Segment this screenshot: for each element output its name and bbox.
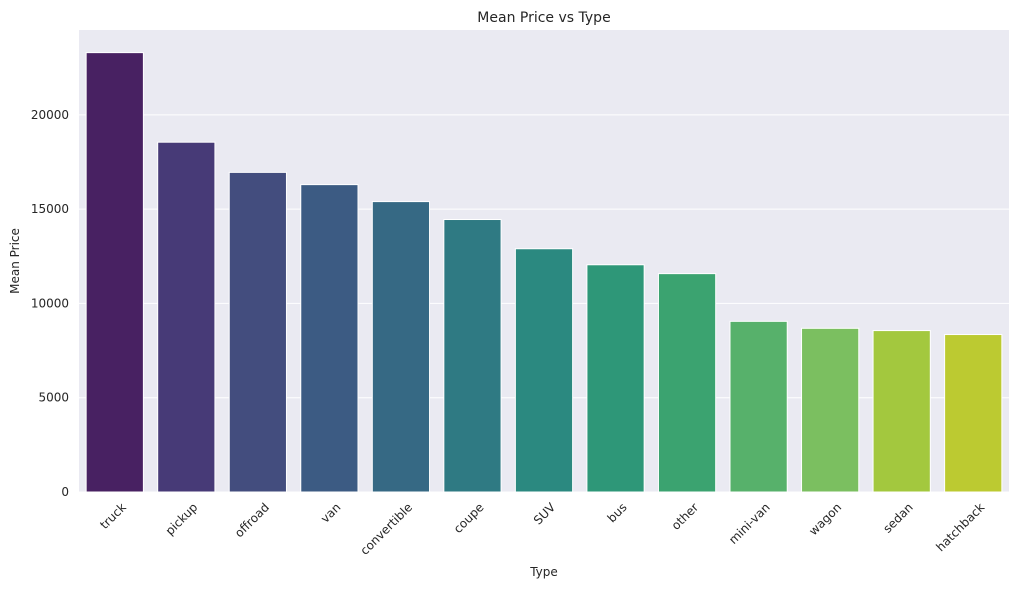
y-tick-label: 5000 — [38, 391, 69, 405]
x-axis-label: Type — [529, 565, 558, 579]
x-tick-label-mini-van: mini-van — [726, 500, 773, 547]
y-tick-label: 0 — [61, 485, 69, 499]
x-tick-label-other: other — [669, 500, 702, 533]
x-tick-label-offroad: offroad — [232, 500, 272, 540]
x-tick-label-hatchback: hatchback — [933, 500, 987, 554]
bar-convertible — [371, 201, 431, 493]
bar-offroad — [228, 171, 287, 493]
bar-coupe — [443, 219, 502, 493]
y-tick-label: 15000 — [31, 202, 69, 216]
x-tick-label-bus: bus — [605, 500, 630, 525]
x-tick-label-sedan: sedan — [880, 500, 916, 536]
bar-pickup — [157, 141, 216, 493]
y-tick-label: 20000 — [31, 108, 69, 122]
bar-truck — [85, 52, 144, 493]
bar-van — [300, 184, 359, 493]
x-tick-label-van: van — [318, 500, 344, 526]
x-tick-label-convertible: convertible — [358, 500, 416, 558]
bar-hatchback — [944, 334, 1003, 493]
x-tick-label-coupe: coupe — [451, 500, 487, 536]
y-axis-ticks: 0 5000 10000 15000 20000 — [31, 108, 69, 499]
bar-wagon — [801, 327, 860, 493]
bar-other — [657, 273, 717, 493]
bar-sedan — [872, 330, 931, 493]
x-tick-label-wagon: wagon — [806, 500, 844, 538]
y-tick-label: 10000 — [31, 296, 69, 310]
x-tick-label-truck: truck — [97, 500, 129, 532]
x-tick-label-SUV: SUV — [531, 500, 559, 528]
x-axis-ticks: truck pickup offroad van convertible coupe SUV… — [97, 500, 987, 558]
bar-bus — [586, 264, 645, 493]
bar-mini-van — [729, 320, 788, 493]
chart-title: Mean Price vs Type — [477, 10, 610, 26]
bar-SUV — [514, 248, 574, 493]
bars — [85, 52, 1003, 493]
y-axis-label: Mean Price — [8, 228, 22, 294]
x-tick-label-pickup: pickup — [163, 500, 201, 538]
